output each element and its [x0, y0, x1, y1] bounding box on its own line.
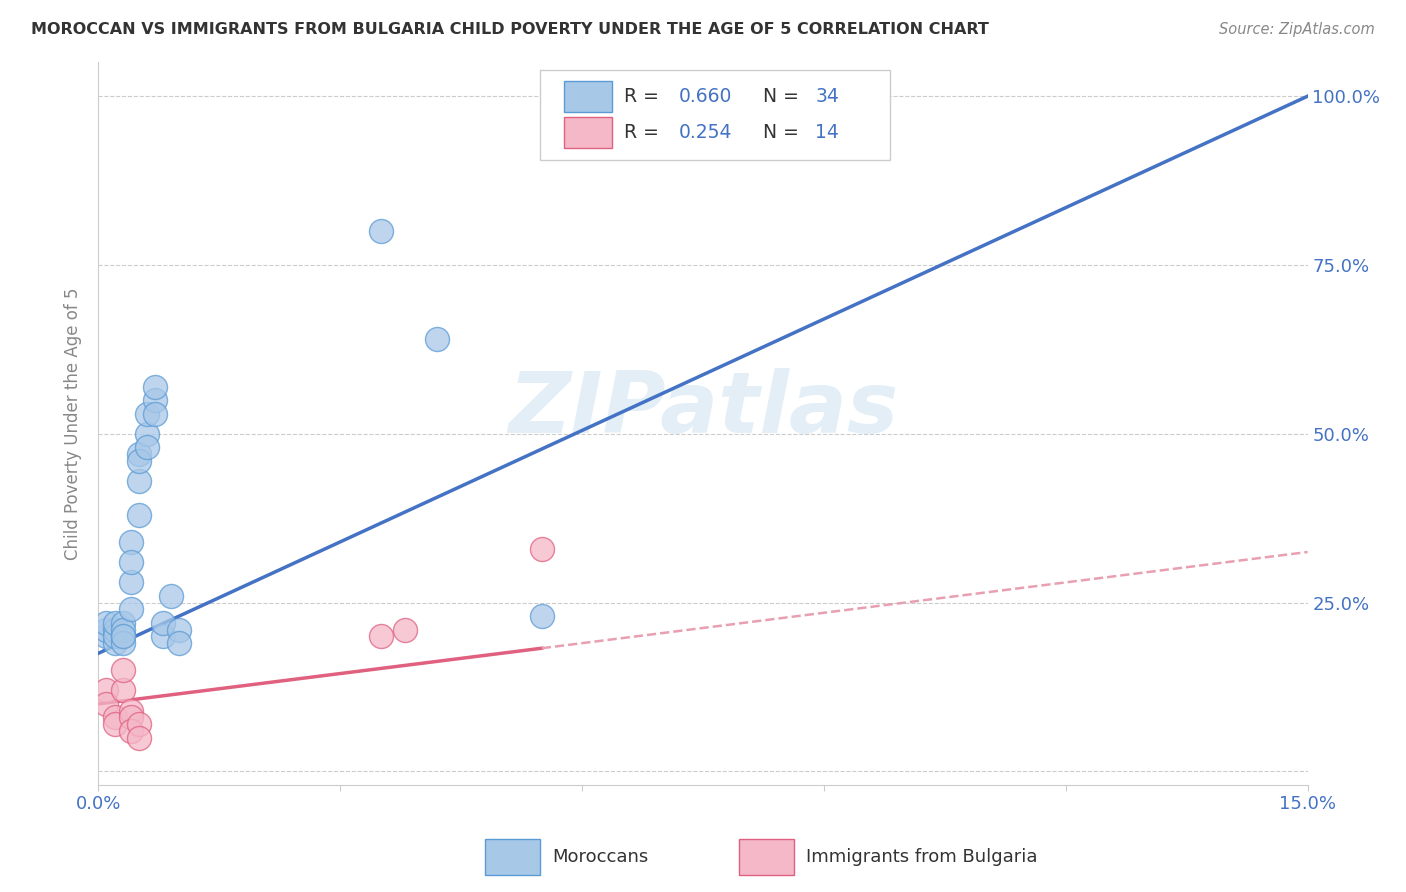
Text: Immigrants from Bulgaria: Immigrants from Bulgaria: [806, 848, 1038, 866]
Point: [394, 623, 416, 637]
FancyBboxPatch shape: [740, 839, 794, 875]
Text: ZIPatlas: ZIPatlas: [508, 368, 898, 450]
Point: [103, 629, 125, 643]
Point: [143, 407, 166, 421]
Point: [128, 508, 150, 522]
Point: [103, 710, 125, 724]
Text: R =: R =: [624, 123, 665, 142]
Point: [426, 332, 449, 346]
Point: [111, 663, 134, 677]
Point: [96, 629, 118, 643]
Point: [120, 555, 142, 569]
Point: [152, 615, 174, 630]
Point: [111, 683, 134, 698]
FancyBboxPatch shape: [564, 118, 613, 148]
Text: Moroccans: Moroccans: [551, 848, 648, 866]
Point: [530, 609, 553, 624]
Point: [111, 623, 134, 637]
Point: [103, 623, 125, 637]
Point: [143, 393, 166, 408]
Text: 0.254: 0.254: [679, 123, 733, 142]
Text: 14: 14: [815, 123, 839, 142]
Point: [128, 454, 150, 468]
Point: [111, 629, 134, 643]
Text: 34: 34: [815, 87, 839, 106]
Point: [103, 615, 125, 630]
Point: [120, 602, 142, 616]
Point: [120, 710, 142, 724]
FancyBboxPatch shape: [564, 81, 613, 112]
Point: [135, 440, 157, 454]
Point: [143, 379, 166, 393]
Point: [120, 534, 142, 549]
Point: [111, 615, 134, 630]
Point: [96, 623, 118, 637]
Text: R =: R =: [624, 87, 665, 106]
Point: [120, 575, 142, 590]
Text: 0.660: 0.660: [679, 87, 733, 106]
Point: [530, 541, 553, 556]
Point: [128, 474, 150, 488]
Point: [96, 683, 118, 698]
Point: [103, 636, 125, 650]
Point: [128, 717, 150, 731]
Point: [167, 636, 190, 650]
Point: [96, 615, 118, 630]
Y-axis label: Child Poverty Under the Age of 5: Child Poverty Under the Age of 5: [65, 287, 83, 560]
Point: [111, 636, 134, 650]
FancyBboxPatch shape: [485, 839, 540, 875]
Point: [120, 723, 142, 738]
Text: N =: N =: [763, 87, 806, 106]
Point: [167, 623, 190, 637]
Point: [152, 629, 174, 643]
Point: [128, 731, 150, 745]
Point: [103, 717, 125, 731]
Point: [370, 224, 392, 238]
Text: N =: N =: [763, 123, 806, 142]
Point: [128, 447, 150, 461]
Point: [135, 407, 157, 421]
Text: Source: ZipAtlas.com: Source: ZipAtlas.com: [1219, 22, 1375, 37]
Point: [120, 704, 142, 718]
Text: MOROCCAN VS IMMIGRANTS FROM BULGARIA CHILD POVERTY UNDER THE AGE OF 5 CORRELATIO: MOROCCAN VS IMMIGRANTS FROM BULGARIA CHI…: [31, 22, 988, 37]
Point: [160, 589, 183, 603]
Point: [96, 697, 118, 711]
FancyBboxPatch shape: [540, 70, 890, 160]
Point: [370, 629, 392, 643]
Point: [135, 426, 157, 441]
Point: [111, 629, 134, 643]
